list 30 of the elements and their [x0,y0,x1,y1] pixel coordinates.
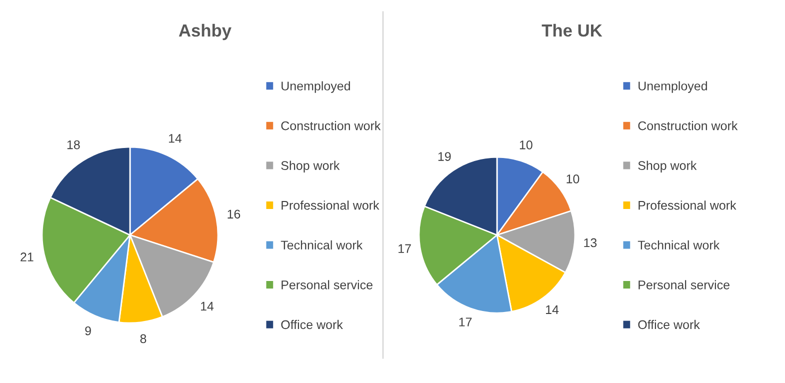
data-label: 10 [566,174,580,184]
data-label: 19 [438,152,451,161]
legend-label: Office work [638,320,700,330]
data-label: 10 [520,140,532,150]
data-label: 17 [398,244,411,253]
data-label: 14 [200,302,214,311]
legend-label: Office work [281,320,343,330]
data-label: 21 [20,252,34,262]
data-label: 17 [459,318,472,326]
chart-title: The UK [542,24,602,37]
legend-label: Technical work [280,240,363,250]
data-label: 8 [140,334,146,344]
legend-label: Shop work [638,160,697,172]
legend-label: Unemployed [282,81,350,93]
legend-label: Technical work [638,240,720,250]
data-label: 14 [546,305,559,314]
data-label: 14 [168,134,182,143]
legend-label: Unemployed [638,81,707,93]
data-label: 9 [85,326,91,336]
legend-label: Shop work [281,160,340,172]
legend-label: Personal service [282,280,372,290]
chart-title: Ashby [178,24,232,40]
legend-label: Construction work [281,121,381,130]
legend-label: Personal service [638,280,730,290]
data-label: 16 [228,210,240,219]
legend-label: Professional work [638,200,736,210]
data-label: 13 [584,238,597,248]
legend-label: Professional work [282,200,380,210]
data-label: 18 [67,140,80,150]
legend-label: Construction work [638,121,738,130]
